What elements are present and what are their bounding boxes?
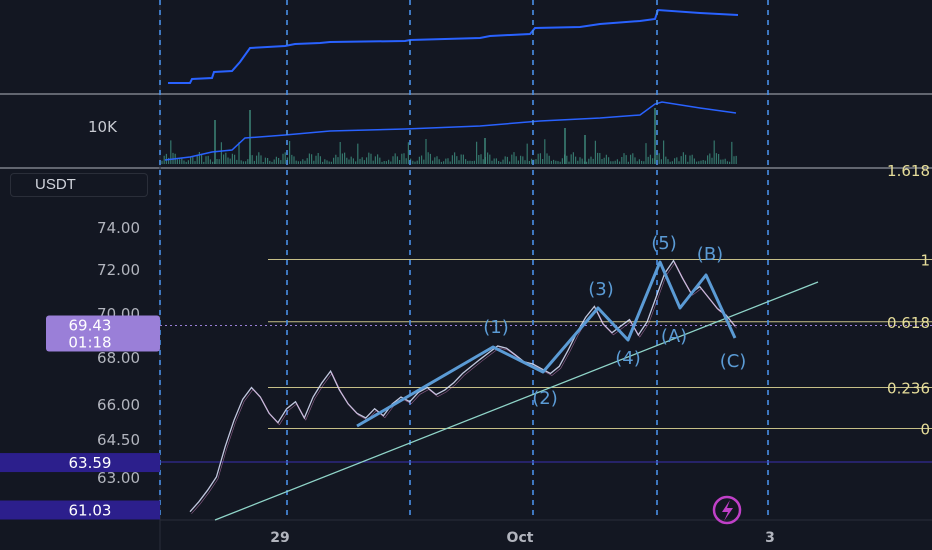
wave-label: (4) xyxy=(615,348,641,369)
lightning-icon[interactable] xyxy=(712,495,742,525)
trendline[interactable] xyxy=(214,281,819,521)
time-axis[interactable]: 29 Oct 3 xyxy=(270,530,775,546)
price-tick-label: 72.00 xyxy=(97,261,140,279)
volume-pane: 10K xyxy=(88,101,737,164)
time-tick-label: 29 xyxy=(270,530,289,546)
level-tag-value: 63.59 xyxy=(69,454,112,472)
level-tag xyxy=(0,453,160,473)
wave-label: (5) xyxy=(651,233,677,254)
volume-scale-label: 10K xyxy=(88,118,118,136)
current-price-tag xyxy=(46,315,160,352)
price-tick-label: 68.00 xyxy=(97,349,140,367)
price-wick-line xyxy=(191,262,737,514)
wave-label: (1) xyxy=(483,317,509,338)
time-tick-label: Oct xyxy=(507,530,534,546)
time-tick-label: 3 xyxy=(765,530,775,546)
price-tick-label: 64.50 xyxy=(97,431,140,449)
wave-label: (B) xyxy=(697,244,723,265)
fib-level-label: 0 xyxy=(920,421,930,439)
wave-label: (C) xyxy=(720,351,747,372)
fib-level-label: 0.236 xyxy=(887,380,930,398)
level-tag xyxy=(0,500,160,520)
trendline[interactable] xyxy=(214,281,819,521)
wave-path[interactable] xyxy=(356,260,737,428)
candle-countdown: 01:18 xyxy=(68,334,111,352)
price-series xyxy=(189,259,737,514)
currency-unit-button[interactable]: USDT xyxy=(10,173,148,197)
price-tick-label: 63.00 xyxy=(97,469,140,487)
indicator-pane xyxy=(168,8,739,84)
fib-level-label: 1.618 xyxy=(887,162,930,180)
vertical-cycle-lines xyxy=(159,0,932,520)
current-price-value: 69.43 xyxy=(69,317,112,335)
fibonacci-retracement[interactable]: 1.618 1 0.618 0.236 0 xyxy=(268,162,932,439)
level-tag-value: 61.03 xyxy=(69,502,112,520)
price-tick-label: 66.00 xyxy=(97,396,140,414)
wave-label: (3) xyxy=(588,279,614,300)
wave-label: (2) xyxy=(532,388,558,409)
volume-ma-line xyxy=(164,101,737,161)
elliott-wave[interactable]: (1) (2) (3) (4) (5) (A) (B) (C) xyxy=(356,233,747,428)
wave-label: (A) xyxy=(661,326,687,347)
fib-level-label: 0.618 xyxy=(887,314,930,332)
price-line xyxy=(189,259,736,513)
volume-bars xyxy=(161,139,737,164)
price-tick-label: 74.00 xyxy=(97,219,140,237)
fib-level-label: 1 xyxy=(920,252,930,270)
indicator-line xyxy=(168,8,739,84)
